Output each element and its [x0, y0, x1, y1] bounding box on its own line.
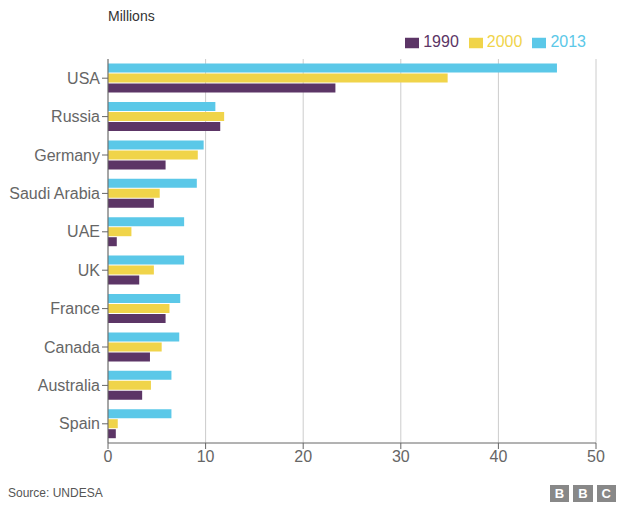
svg-text:UAE: UAE [67, 223, 100, 240]
html-text:C: C [601, 485, 611, 501]
html-text:B: B [554, 485, 565, 501]
svg-text:France: France [50, 300, 100, 317]
svg-text:10: 10 [197, 448, 215, 465]
svg-text:USA: USA [67, 70, 100, 87]
html-text:1990: 1990 [423, 33, 459, 50]
html-text:B: B [578, 485, 588, 501]
svg-text:50: 50 [587, 448, 605, 465]
svg-text:Australia: Australia [38, 377, 100, 394]
svg-text:30: 30 [392, 448, 410, 465]
svg-text:Russia: Russia [51, 108, 100, 125]
svg-text:Saudi Arabia: Saudi Arabia [9, 185, 100, 202]
svg-text:0: 0 [104, 448, 113, 465]
svg-text:Spain: Spain [59, 415, 100, 432]
html-text:Source: UNDESA: Source: UNDESA [8, 486, 103, 500]
svg-text:Germany: Germany [34, 147, 100, 164]
svg-text:20: 20 [294, 448, 312, 465]
html-text:Millions: Millions [108, 8, 155, 24]
svg-text:40: 40 [490, 448, 508, 465]
svg-text:UK: UK [78, 262, 101, 279]
html-text:2000: 2000 [486, 33, 523, 50]
html-text:2013: 2013 [550, 33, 586, 50]
svg-text:Canada: Canada [44, 339, 100, 356]
